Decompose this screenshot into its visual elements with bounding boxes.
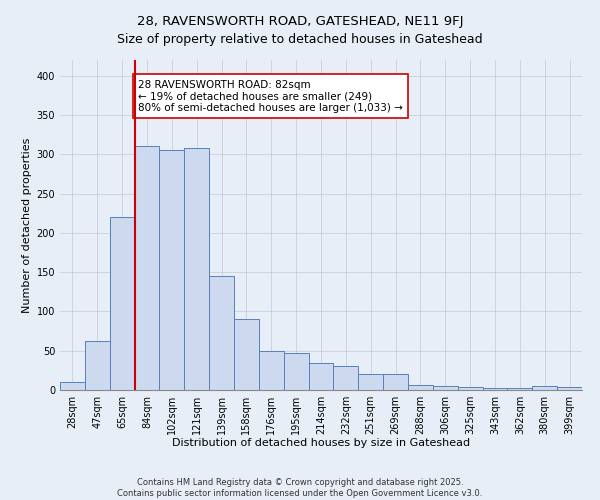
Bar — [234, 320, 259, 390]
Text: 28, RAVENSWORTH ROAD, GATESHEAD, NE11 9FJ: 28, RAVENSWORTH ROAD, GATESHEAD, NE11 9F… — [137, 15, 463, 28]
Bar — [408, 384, 433, 390]
Bar — [134, 146, 160, 390]
Bar — [334, 366, 358, 390]
Bar — [184, 148, 209, 390]
Bar — [383, 374, 408, 390]
Bar — [433, 386, 458, 390]
Text: Contains HM Land Registry data © Crown copyright and database right 2025.
Contai: Contains HM Land Registry data © Crown c… — [118, 478, 482, 498]
Bar — [259, 350, 284, 390]
Bar — [482, 388, 508, 390]
Bar — [458, 387, 482, 390]
Bar — [308, 362, 334, 390]
Bar — [85, 342, 110, 390]
Bar — [160, 150, 184, 390]
Bar — [358, 374, 383, 390]
Bar — [110, 217, 134, 390]
X-axis label: Distribution of detached houses by size in Gateshead: Distribution of detached houses by size … — [172, 438, 470, 448]
Bar — [532, 386, 557, 390]
Text: 28 RAVENSWORTH ROAD: 82sqm
← 19% of detached houses are smaller (249)
80% of sem: 28 RAVENSWORTH ROAD: 82sqm ← 19% of deta… — [139, 80, 403, 113]
Text: Size of property relative to detached houses in Gateshead: Size of property relative to detached ho… — [117, 32, 483, 46]
Bar — [284, 353, 308, 390]
Bar — [60, 382, 85, 390]
Bar — [508, 388, 532, 390]
Bar — [557, 387, 582, 390]
Y-axis label: Number of detached properties: Number of detached properties — [22, 138, 32, 312]
Bar — [209, 276, 234, 390]
